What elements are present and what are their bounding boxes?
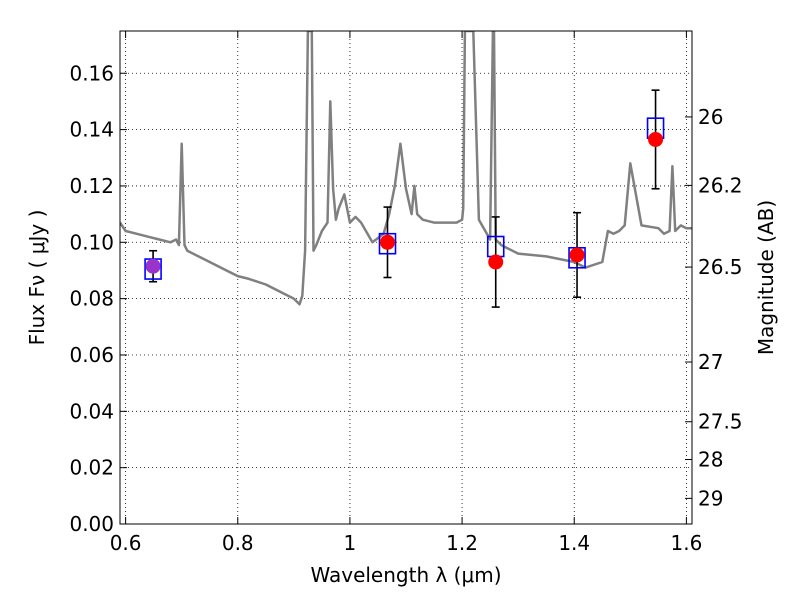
y-tick-label: 0.00 <box>69 512 114 536</box>
magnitude-tick-label: 27 <box>698 350 723 374</box>
x-tick-label: 1 <box>344 531 357 555</box>
plot-frame <box>119 30 693 525</box>
model-square-point <box>378 232 397 255</box>
y-tick-label: 0.02 <box>69 456 114 480</box>
magnitude-tick-label: 28 <box>698 447 723 471</box>
observed-point <box>379 234 395 250</box>
magnitude-axis-label: Magnitude (AB) <box>754 200 778 355</box>
y-tick-label: 0.06 <box>69 343 114 367</box>
observed-photometry-points <box>145 131 664 274</box>
x-tick-label: 1.6 <box>670 531 702 555</box>
magnitude-tick-label: 27.5 <box>698 410 743 434</box>
magnitude-axis-ticks: 26 26.2 26.5 27 27.5 28 29 <box>685 105 743 510</box>
y-tick-label: 0.14 <box>69 118 114 142</box>
error-bars <box>149 89 660 308</box>
y-axis-label: Flux Fν ( μJy ) <box>25 210 49 346</box>
observed-point <box>488 254 504 270</box>
grid <box>120 31 692 525</box>
magnitude-tick-label: 26.2 <box>698 173 743 197</box>
observed-point <box>569 247 585 263</box>
y-tick-label: 0.04 <box>69 399 114 423</box>
model-spectrum <box>120 31 692 306</box>
y-tick-label: 0.12 <box>69 174 114 198</box>
y-axis-ticks: 0.00 0.02 0.04 0.06 0.08 0.10 0.12 0.14 0.16 <box>69 61 127 536</box>
magnitude-tick-label: 26 <box>698 105 723 129</box>
x-axis-ticks: 0.6 0.8 1 1.2 1.4 1.6 <box>110 31 702 555</box>
y-tick-label: 0.16 <box>69 61 114 85</box>
x-tick-label: 1.2 <box>446 531 478 555</box>
x-tick-label: 0.8 <box>222 531 254 555</box>
x-tick-label: 1.4 <box>558 531 590 555</box>
model-photometry-points <box>144 117 665 280</box>
y-tick-label: 0.10 <box>69 230 114 254</box>
observed-point <box>648 131 664 147</box>
observed-point <box>145 258 161 274</box>
magnitude-tick-label: 26.5 <box>698 255 743 279</box>
x-tick-label: 0.6 <box>110 531 142 555</box>
model-spectrum-line <box>120 31 692 306</box>
magnitude-tick-label: 29 <box>698 486 723 510</box>
y-tick-label: 0.08 <box>69 287 114 311</box>
x-axis-label: Wavelength λ (μm) <box>310 563 501 587</box>
